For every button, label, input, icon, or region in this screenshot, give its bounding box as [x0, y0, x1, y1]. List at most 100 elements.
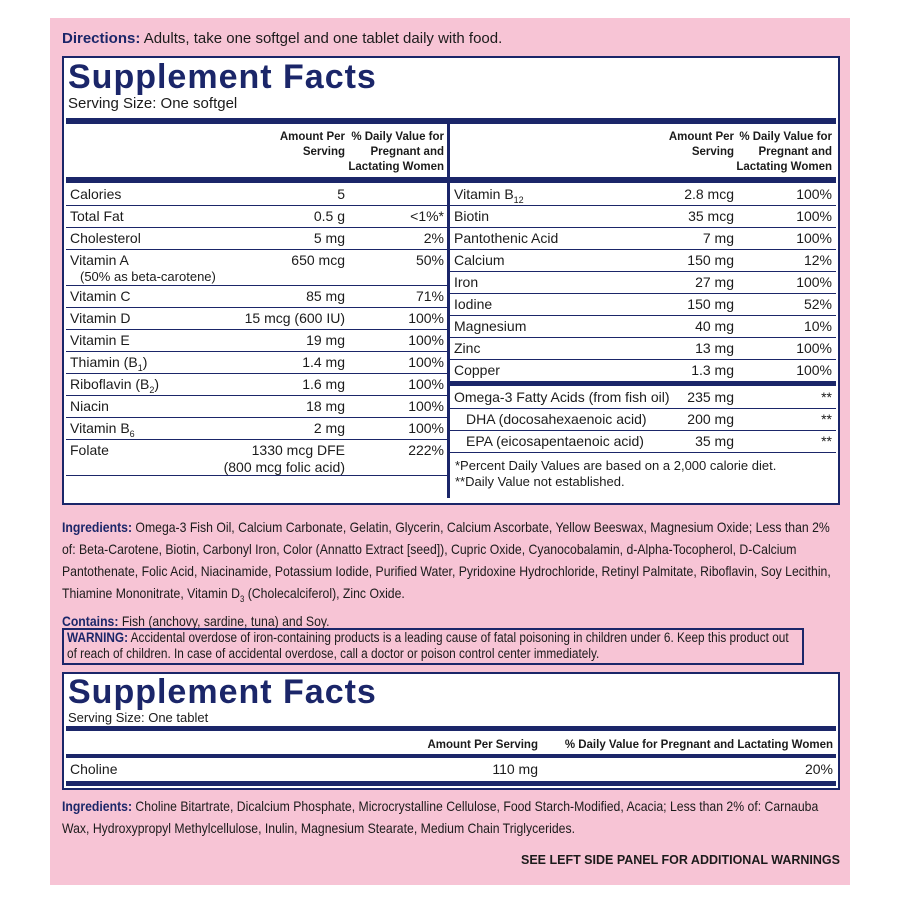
daily-value: ** [821, 411, 832, 427]
amount: 1.6 mg [302, 376, 345, 392]
nutrient-name: Copper [454, 362, 500, 378]
nutrient-row: Iron 27 mg 100% [450, 272, 836, 294]
nutrient-row: Calcium 150 mg 12% [450, 250, 836, 272]
name: Niacin [70, 398, 109, 414]
nutrient-name: Iodine [454, 296, 492, 312]
amount: 1.4 mg [302, 354, 345, 370]
nutrient-name: DHA (docosahexaenoic acid) [466, 411, 647, 427]
nutrient-row: Thiamin (B1) 1.4 mg 100% [66, 352, 447, 374]
daily-value: 50% [415, 252, 444, 268]
nutrient-row: EPA (eicosapentaenoic acid) 35 mg ** [450, 431, 836, 453]
ingredients-block: Ingredients: Omega-3 Fish Oil, Calcium C… [62, 516, 840, 632]
nutrient-row: Pantothenic Acid 7 mg 100% [450, 228, 836, 250]
amount: 13 mg [695, 340, 734, 356]
subscript: 6 [129, 428, 135, 439]
thick-bar [66, 781, 836, 786]
daily-value: 100% [408, 398, 444, 414]
text: Accidental overdose of iron-containing p… [67, 630, 789, 661]
nutrient-row: Riboflavin (B2) 1.6 mg 100% [66, 374, 447, 396]
amount: 1330 mcg DFE [251, 442, 345, 458]
amount: 40 mg [695, 318, 734, 334]
amount-header: Amount Per Serving [279, 131, 345, 158]
text: Fish (anchovy, sardine, tuna) and Soy. [121, 612, 330, 629]
name: Vitamin D [70, 310, 131, 326]
label: Ingredients: [62, 519, 133, 535]
daily-value: 71% [415, 288, 444, 304]
nutrient-name: EPA (eicosapentaenoic acid) [466, 433, 644, 449]
nutrient-name: Pantothenic Acid [454, 230, 558, 246]
footnote: **Daily Value not established. [455, 474, 625, 489]
amount: 5 [337, 186, 345, 202]
name: Vitamin B [454, 186, 514, 202]
name: Copper [454, 362, 500, 378]
amount: 19 mg [306, 332, 345, 348]
name: Choline [70, 761, 118, 777]
name: Thiamin (B [70, 354, 138, 370]
thick-bar [66, 754, 836, 758]
amount: 150 mg [687, 296, 734, 312]
amount: 110 mg [492, 761, 538, 777]
nutrient-name: Vitamin D [70, 310, 130, 326]
name: Vitamin C [70, 288, 131, 304]
amount: 18 mg [306, 398, 345, 414]
name: EPA (eicosapentaenoic acid) [466, 433, 644, 449]
nutrient-name: Vitamin C [70, 288, 130, 304]
text: Adults, take one softgel and one tablet … [143, 30, 503, 47]
thick-bar [66, 118, 836, 124]
name: DHA (docosahexaenoic acid) [466, 411, 647, 427]
label: Ingredients: [62, 798, 133, 814]
amount: 35 mg [695, 433, 734, 449]
nutrient-name: Vitamin B12 [454, 186, 524, 205]
name: Vitamin E [70, 332, 130, 348]
subscript: 12 [513, 194, 524, 205]
nutrient-row: Folate 1330 mcg DFE (800 mcg folic acid) 22… [66, 440, 447, 476]
nutrient-name: Magnesium [454, 318, 526, 334]
nutrient-row: Copper 1.3 mg 100% [450, 360, 836, 382]
daily-value: 10% [803, 318, 832, 334]
nutrient-name: Vitamin A [70, 252, 129, 268]
nutrient-name: Folate [70, 442, 109, 458]
daily-value: 100% [408, 354, 444, 370]
name: Riboflavin (B [70, 376, 150, 392]
amount-header: Amount Per Serving [427, 739, 538, 751]
amount: 5 mg [313, 230, 345, 246]
daily-value: 100% [408, 420, 444, 436]
amount: 35 mcg [688, 208, 734, 224]
name: Biotin [454, 208, 490, 224]
footer-note: SEE LEFT SIDE PANEL FOR ADDITIONAL WARNI… [520, 853, 840, 867]
amount: 1.3 mg [691, 362, 734, 378]
nutrient-row: Biotin 35 mcg 100% [450, 206, 836, 228]
amount: 235 mg [687, 389, 734, 405]
name: Zinc [454, 340, 481, 356]
nutrient-name: Choline [70, 761, 117, 777]
nutrient-name: Calcium [454, 252, 505, 268]
warning-box [62, 628, 804, 665]
text-end: (Cholecalciferol), Zinc Oxide. [244, 585, 405, 601]
nutrient-row: Omega-3 Fatty Acids (from fish oil) 235 m… [450, 387, 836, 409]
amount: 2.8 mcg [684, 186, 734, 202]
amount: 150 mg [687, 252, 734, 268]
daily-value: 100% [796, 340, 832, 356]
nutrient-row: Cholesterol 5 mg 2% [66, 228, 447, 250]
warning: WARNING: Accidental overdose of iron-con… [67, 630, 799, 662]
nutrient-row: Vitamin B12 2.8 mcg 100% [450, 184, 836, 206]
daily-value: ** [821, 389, 832, 405]
thick-bar [450, 381, 836, 386]
subscript: 1 [137, 362, 143, 373]
name: Iron [454, 274, 479, 290]
nutrient-name: Total Fat [70, 208, 124, 224]
dv-header: % Daily Value for Pregnant and Lactating… [736, 131, 832, 173]
daily-value: 20% [804, 761, 833, 777]
thick-bar [66, 726, 836, 731]
label: Contains: [62, 612, 119, 629]
amount: 2 mg [313, 420, 345, 436]
nutrient-row: Iodine 150 mg 52% [450, 294, 836, 316]
nutrient-row: Magnesium 40 mg 10% [450, 316, 836, 338]
nutrient-name: Omega-3 Fatty Acids (from fish oil) [454, 389, 670, 405]
name: Total Fat [70, 208, 124, 224]
daily-value: 100% [796, 208, 832, 224]
daily-value: 100% [796, 362, 832, 378]
nutrient-name: Niacin [70, 398, 109, 414]
amount: 85 mg [306, 288, 345, 304]
text: Choline Bitartrate, Dicalcium Phosphate,… [62, 798, 819, 836]
